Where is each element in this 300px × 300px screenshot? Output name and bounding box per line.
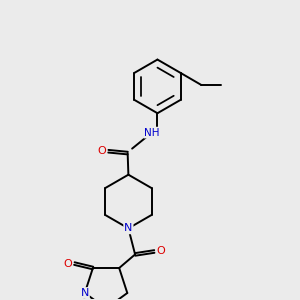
Text: N: N: [124, 223, 133, 233]
Text: N: N: [81, 288, 89, 298]
Text: O: O: [64, 259, 72, 269]
Text: O: O: [98, 146, 106, 156]
Text: NH: NH: [144, 128, 160, 138]
Text: O: O: [156, 246, 165, 256]
